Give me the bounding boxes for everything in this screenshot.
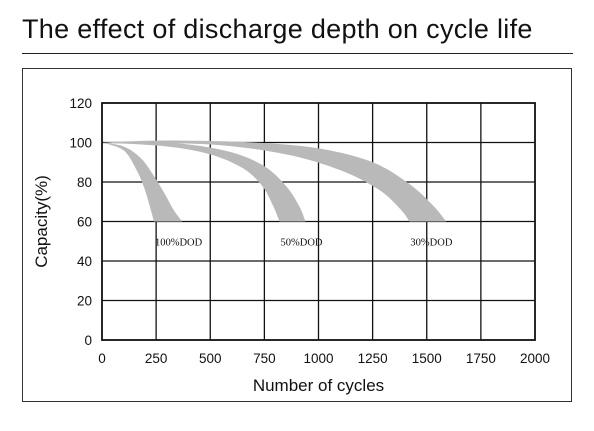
chart-title: The effect of discharge depth on cycle l…: [22, 14, 533, 44]
x-tick-label: 250: [145, 351, 168, 366]
y-tick-label: 0: [84, 333, 92, 348]
y-tick-label: 60: [77, 215, 92, 230]
curve-label: 30%DOD: [410, 238, 452, 249]
y-axis-label: Capacity(%): [32, 175, 51, 268]
x-tick-label: 1750: [466, 351, 496, 366]
x-axis-label: Number of cycles: [253, 376, 384, 395]
x-tick-label: 2000: [520, 351, 550, 366]
band-30-dod: [102, 140, 447, 222]
x-tick-label: 1500: [412, 351, 442, 366]
plot-area-border: [101, 102, 536, 341]
y-tick-label: 120: [69, 96, 92, 111]
curve-label: 50%DOD: [281, 238, 323, 249]
y-tick-label: 40: [77, 254, 92, 269]
x-tick-label: 0: [98, 351, 106, 366]
band-100-dod: [102, 142, 183, 222]
x-tick-label: 750: [253, 351, 276, 366]
curve-labels: 100%DOD 50%DOD 30%DOD: [155, 238, 453, 249]
x-tick-label: 500: [199, 351, 222, 366]
y-tick-label: 20: [77, 294, 92, 309]
y-tick-label: 80: [77, 175, 92, 190]
x-tick-label: 1000: [303, 351, 333, 366]
title-underline: [22, 53, 573, 54]
y-tick-labels: 0 20 40 60 80 100 120: [69, 96, 92, 348]
x-tick-labels: 0 250 500 750 1000 1250 1500 1750 2000: [98, 351, 550, 366]
band-50-dod: [102, 142, 306, 222]
curve-label: 100%DOD: [155, 238, 203, 249]
chart-frame: [22, 68, 572, 402]
y-tick-label: 100: [69, 136, 92, 151]
plot-border: [101, 102, 536, 341]
cycle-life-bands: [102, 140, 447, 222]
x-tick-label: 1250: [358, 351, 388, 366]
